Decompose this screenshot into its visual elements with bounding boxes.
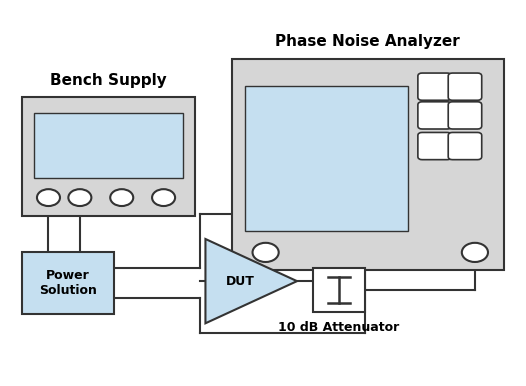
Circle shape — [110, 189, 133, 206]
Polygon shape — [206, 239, 297, 323]
Text: DUT: DUT — [226, 275, 255, 288]
FancyBboxPatch shape — [448, 73, 482, 100]
FancyBboxPatch shape — [418, 102, 451, 129]
Circle shape — [37, 189, 60, 206]
FancyBboxPatch shape — [34, 113, 184, 178]
Circle shape — [252, 243, 279, 262]
FancyBboxPatch shape — [418, 132, 451, 160]
FancyBboxPatch shape — [22, 97, 195, 216]
Circle shape — [462, 243, 488, 262]
Text: Bench Supply: Bench Supply — [50, 73, 167, 88]
Text: Power
Solution: Power Solution — [39, 269, 97, 297]
FancyBboxPatch shape — [245, 86, 408, 231]
FancyBboxPatch shape — [22, 252, 114, 314]
FancyBboxPatch shape — [448, 132, 482, 160]
Text: 10 dB Attenuator: 10 dB Attenuator — [278, 322, 399, 334]
FancyBboxPatch shape — [448, 102, 482, 129]
FancyBboxPatch shape — [312, 268, 365, 312]
Circle shape — [68, 189, 92, 206]
Circle shape — [152, 189, 175, 206]
Text: Phase Noise Analyzer: Phase Noise Analyzer — [275, 34, 460, 49]
FancyBboxPatch shape — [418, 73, 451, 100]
FancyBboxPatch shape — [231, 59, 504, 270]
